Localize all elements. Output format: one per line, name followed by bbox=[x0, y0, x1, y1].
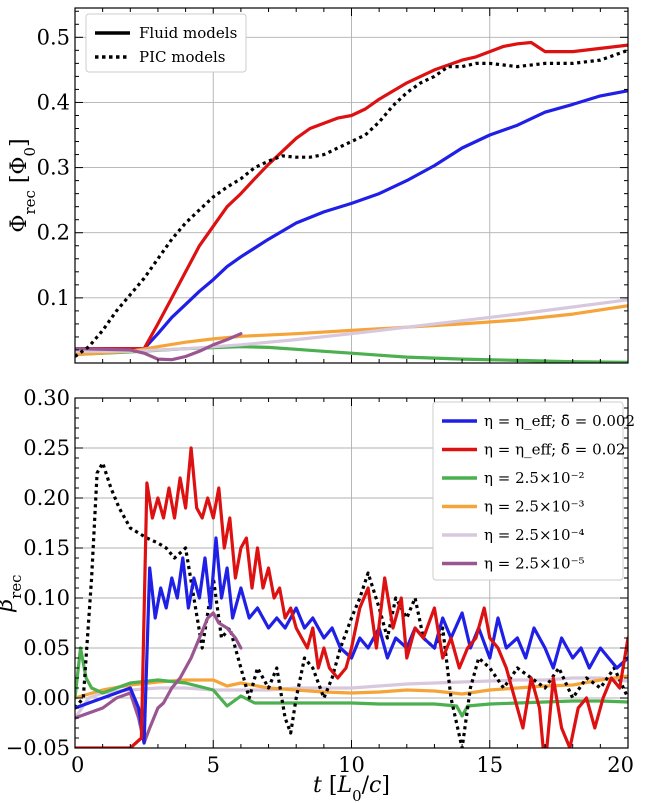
series-group bbox=[75, 446, 628, 748]
legend-label: η = η_eff; δ̄ = 0.02 bbox=[484, 441, 625, 459]
y-axis-label-bottom: βrec bbox=[0, 574, 25, 612]
legend-label: PIC models bbox=[139, 48, 226, 66]
x-axis-label: t [L0/c] bbox=[313, 773, 390, 803]
legend-label: η = 2.5×10⁻⁵ bbox=[484, 555, 585, 573]
series-group bbox=[75, 40, 628, 363]
series-line-pic bbox=[75, 48, 628, 358]
series-line-eff02 bbox=[75, 40, 628, 351]
y-tick-label: 0.20 bbox=[23, 486, 70, 510]
legend-label: η = η_eff; δ̄ = 0.002 bbox=[484, 412, 635, 430]
y-axis-label-top: Φrec [Φ0] bbox=[7, 138, 39, 232]
legend-label: η = 2.5×10⁻⁴ bbox=[484, 526, 585, 544]
legend-label: Fluid models bbox=[139, 24, 237, 42]
y-tick-label: 0.1 bbox=[37, 286, 70, 310]
legend-label: η = 2.5×10⁻³ bbox=[484, 498, 585, 516]
y-tick-label: 0.05 bbox=[23, 636, 70, 660]
x-tick-label: 15 bbox=[476, 753, 503, 777]
x-tick-label: 20 bbox=[607, 753, 634, 777]
y-tick-label: 0.2 bbox=[37, 221, 70, 245]
series-line-eta25e2 bbox=[75, 646, 628, 718]
legend-label: η = 2.5×10⁻² bbox=[484, 469, 585, 487]
series-line-eta25e5 bbox=[75, 332, 243, 362]
y-tick-label: 0.25 bbox=[23, 436, 70, 460]
y-tick-label: 0.00 bbox=[23, 686, 70, 710]
bottom-panel-rate: −0.05 0.00 0.05 0.10 0.15 0.20 0.25 0.30 0 5 10 15 2… bbox=[0, 386, 635, 803]
y-tick-label: 0.10 bbox=[23, 586, 70, 610]
y-tick-label: −0.05 bbox=[6, 736, 70, 760]
y-tick-label: 0.3 bbox=[37, 156, 70, 180]
legend-bottom: η = η_eff; δ̄ = 0.002 η = η_eff; δ̄ = 0.0… bbox=[432, 401, 635, 581]
series-line-eta25e4 bbox=[75, 298, 628, 353]
series-line-eta25e3 bbox=[75, 304, 628, 357]
series-line-eff002 bbox=[75, 89, 628, 351]
x-tick-label: 5 bbox=[207, 753, 220, 777]
series-line-eff002 bbox=[75, 536, 628, 745]
y-tick-label: 0.15 bbox=[23, 536, 70, 560]
series-line-eff02 bbox=[75, 446, 628, 748]
y-tick-label: 0.30 bbox=[23, 386, 70, 410]
legend-box bbox=[432, 401, 624, 581]
y-tick-label: 0.5 bbox=[37, 25, 70, 49]
y-tick-label: 0.4 bbox=[37, 90, 70, 114]
x-tick-label: 10 bbox=[338, 753, 365, 777]
x-tick-label: 0 bbox=[71, 753, 84, 777]
top-panel-flux: 0.1 0.2 0.3 0.4 0.5 Φrec [Φ0] Fluid models PIC … bbox=[7, 7, 629, 364]
series-line-eta25e5 bbox=[75, 611, 243, 745]
legend-top: Fluid models PIC models bbox=[85, 13, 247, 73]
